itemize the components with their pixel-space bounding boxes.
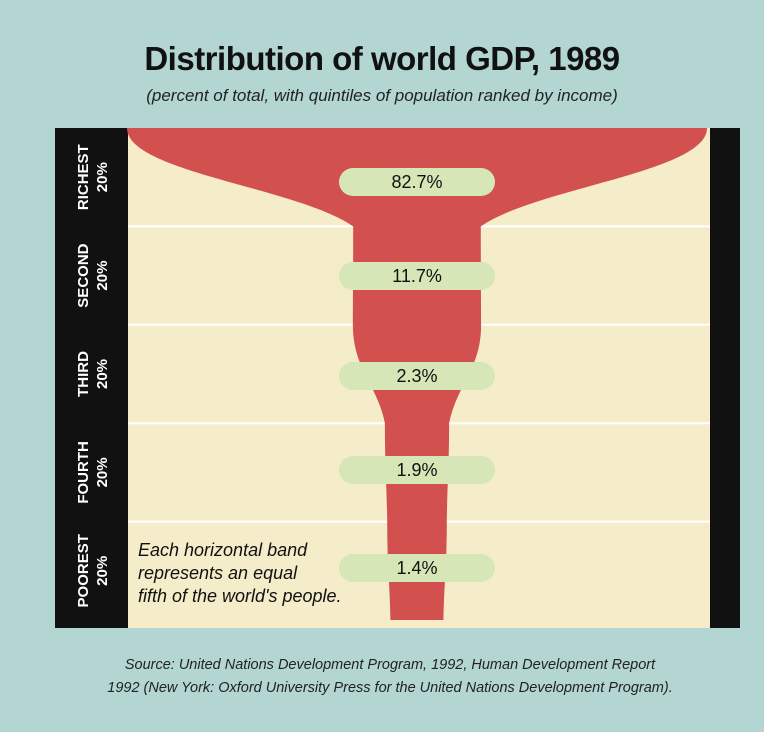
note-line: represents an equal — [138, 563, 298, 583]
value-pills: 82.7% 11.7% 2.3% 1.9% 1.4% — [339, 168, 495, 582]
band-label: RICHEST 20% — [75, 144, 111, 210]
value-label: 11.7% — [392, 266, 442, 286]
band-label-line: FOURTH — [75, 441, 92, 504]
band-label-line: 20% — [94, 556, 111, 586]
band-label: FOURTH 20% — [75, 441, 111, 504]
band-label-line: RICHEST — [75, 144, 92, 210]
band-label-line: 20% — [94, 162, 111, 192]
value-pill — [339, 262, 495, 290]
chart-subtitle: (percent of total, with quintiles of pop… — [146, 86, 618, 105]
value-label: 82.7% — [391, 172, 442, 192]
source-line: Source: United Nations Development Progr… — [124, 657, 656, 673]
value-pill — [339, 456, 495, 484]
band-label-line: THIRD — [75, 351, 92, 397]
value-label: 1.9% — [396, 460, 437, 480]
value-label: 2.3% — [396, 366, 437, 386]
note-line: Each horizontal band — [138, 540, 308, 560]
band-label: THIRD 20% — [75, 351, 111, 397]
band-label-line: 20% — [94, 457, 111, 487]
note-line: fifth of the world's people. — [138, 586, 342, 606]
band-label: SECOND 20% — [75, 243, 111, 307]
source-note: Source: United Nations Development Progr… — [40, 654, 740, 700]
chart-title: Distribution of world GDP, 1989 — [144, 40, 620, 77]
band-label: POOREST 20% — [75, 534, 111, 607]
source-line: 1992 (New York: Oxford University Press … — [107, 680, 673, 696]
value-pill — [339, 554, 495, 582]
band-label-line: 20% — [94, 359, 111, 389]
band-labels: RICHEST 20%SECOND 20%THIRD 20%FOURTH 20%POOR… — [75, 144, 111, 607]
value-pill — [339, 168, 495, 196]
value-pill — [339, 362, 495, 390]
explanatory-note: Each horizontal band represents an equal f… — [138, 540, 342, 606]
value-label: 1.4% — [396, 558, 437, 578]
band-label-line: SECOND — [75, 243, 92, 307]
band-label-line: 20% — [94, 261, 111, 291]
band-label-line: POOREST — [75, 534, 92, 607]
